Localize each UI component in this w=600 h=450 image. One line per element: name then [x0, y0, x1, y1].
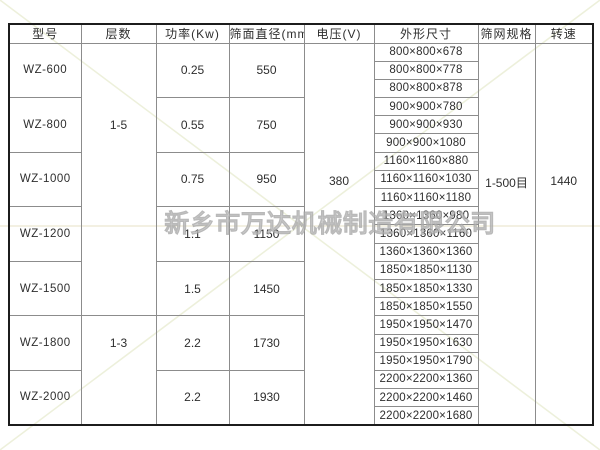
dimension-cell: 1360×1360×1360 — [373, 242, 479, 262]
model-cell: WZ-1500 — [8, 260, 82, 317]
header-dimensions: 外形尺寸 — [373, 23, 479, 44]
power-cell: 0.25 — [155, 42, 230, 99]
dimension-cell: 800×800×778 — [373, 60, 479, 80]
layers-cell: 1-3 — [80, 315, 157, 426]
table-row: WZ-600 1-5 0.25 550 380 800×800×678 1-50… — [8, 42, 594, 426]
dimension-cell: 800×800×878 — [373, 78, 479, 99]
diameter-cell: 950 — [228, 151, 305, 208]
dimension-cell: 2200×2200×1460 — [373, 388, 479, 408]
diameter-cell: 550 — [228, 42, 305, 99]
model-cell: WZ-1000 — [8, 151, 82, 208]
dimension-cell: 900×900×1080 — [373, 133, 479, 153]
spec-table: 型号 层数 功率(Kw) 筛面直径(mm) 电压(V) 外形尺寸 筛网规格 转速… — [8, 23, 594, 426]
header-mesh: 筛网规格 — [477, 23, 536, 44]
model-cell: WZ-800 — [8, 97, 82, 153]
model-cell: WZ-2000 — [8, 369, 82, 426]
header-power: 功率(Kw) — [155, 23, 230, 44]
power-cell: 0.75 — [155, 151, 230, 208]
header-row: 型号 层数 功率(Kw) 筛面直径(mm) 电压(V) 外形尺寸 筛网规格 转速 — [8, 23, 594, 44]
model-cell: WZ-1200 — [8, 206, 82, 262]
diameter-cell: 1150 — [228, 206, 305, 262]
model-cell: WZ-600 — [8, 42, 82, 99]
header-layers: 层数 — [80, 23, 157, 44]
power-cell: 2.2 — [155, 315, 230, 371]
dimension-cell: 1850×1850×1130 — [373, 260, 479, 280]
voltage-cell: 380 — [303, 42, 375, 426]
mesh-cell: 1-500目 — [477, 42, 536, 426]
power-cell: 1.5 — [155, 260, 230, 317]
model-cell: WZ-1800 — [8, 315, 82, 371]
dimension-cell: 1160×1160×880 — [373, 151, 479, 171]
dimension-cell: 800×800×678 — [373, 42, 479, 62]
dimension-cell: 900×900×930 — [373, 115, 479, 135]
dimension-cell: 2200×2200×1360 — [373, 369, 479, 390]
header-voltage: 电压(V) — [303, 23, 375, 44]
dimension-cell: 1850×1850×1330 — [373, 278, 479, 299]
dimension-cell: 2200×2200×1680 — [373, 406, 479, 426]
header-diameter: 筛面直径(mm) — [228, 23, 305, 44]
dimension-cell: 1360×1360×980 — [373, 206, 479, 226]
dimension-cell: 1360×1360×1160 — [373, 224, 479, 244]
dimension-cell: 1950×1950×1630 — [373, 333, 479, 353]
diameter-cell: 1730 — [228, 315, 305, 371]
diameter-cell: 1450 — [228, 260, 305, 317]
dimension-cell: 1850×1850×1550 — [373, 297, 479, 317]
header-model: 型号 — [8, 23, 82, 44]
power-cell: 2.2 — [155, 369, 230, 426]
speed-cell: 1440 — [534, 42, 594, 426]
diameter-cell: 750 — [228, 97, 305, 153]
dimension-cell: 1950×1950×1470 — [373, 315, 479, 335]
power-cell: 1.1 — [155, 206, 230, 262]
power-cell: 0.55 — [155, 97, 230, 153]
dimension-cell: 1950×1950×1790 — [373, 351, 479, 371]
header-speed: 转速 — [534, 23, 594, 44]
dimension-cell: 1160×1160×1030 — [373, 169, 479, 190]
dimension-cell: 1160×1160×1180 — [373, 187, 479, 208]
diameter-cell: 1930 — [228, 369, 305, 426]
dimension-cell: 900×900×780 — [373, 97, 479, 117]
layers-cell: 1-5 — [80, 42, 157, 317]
